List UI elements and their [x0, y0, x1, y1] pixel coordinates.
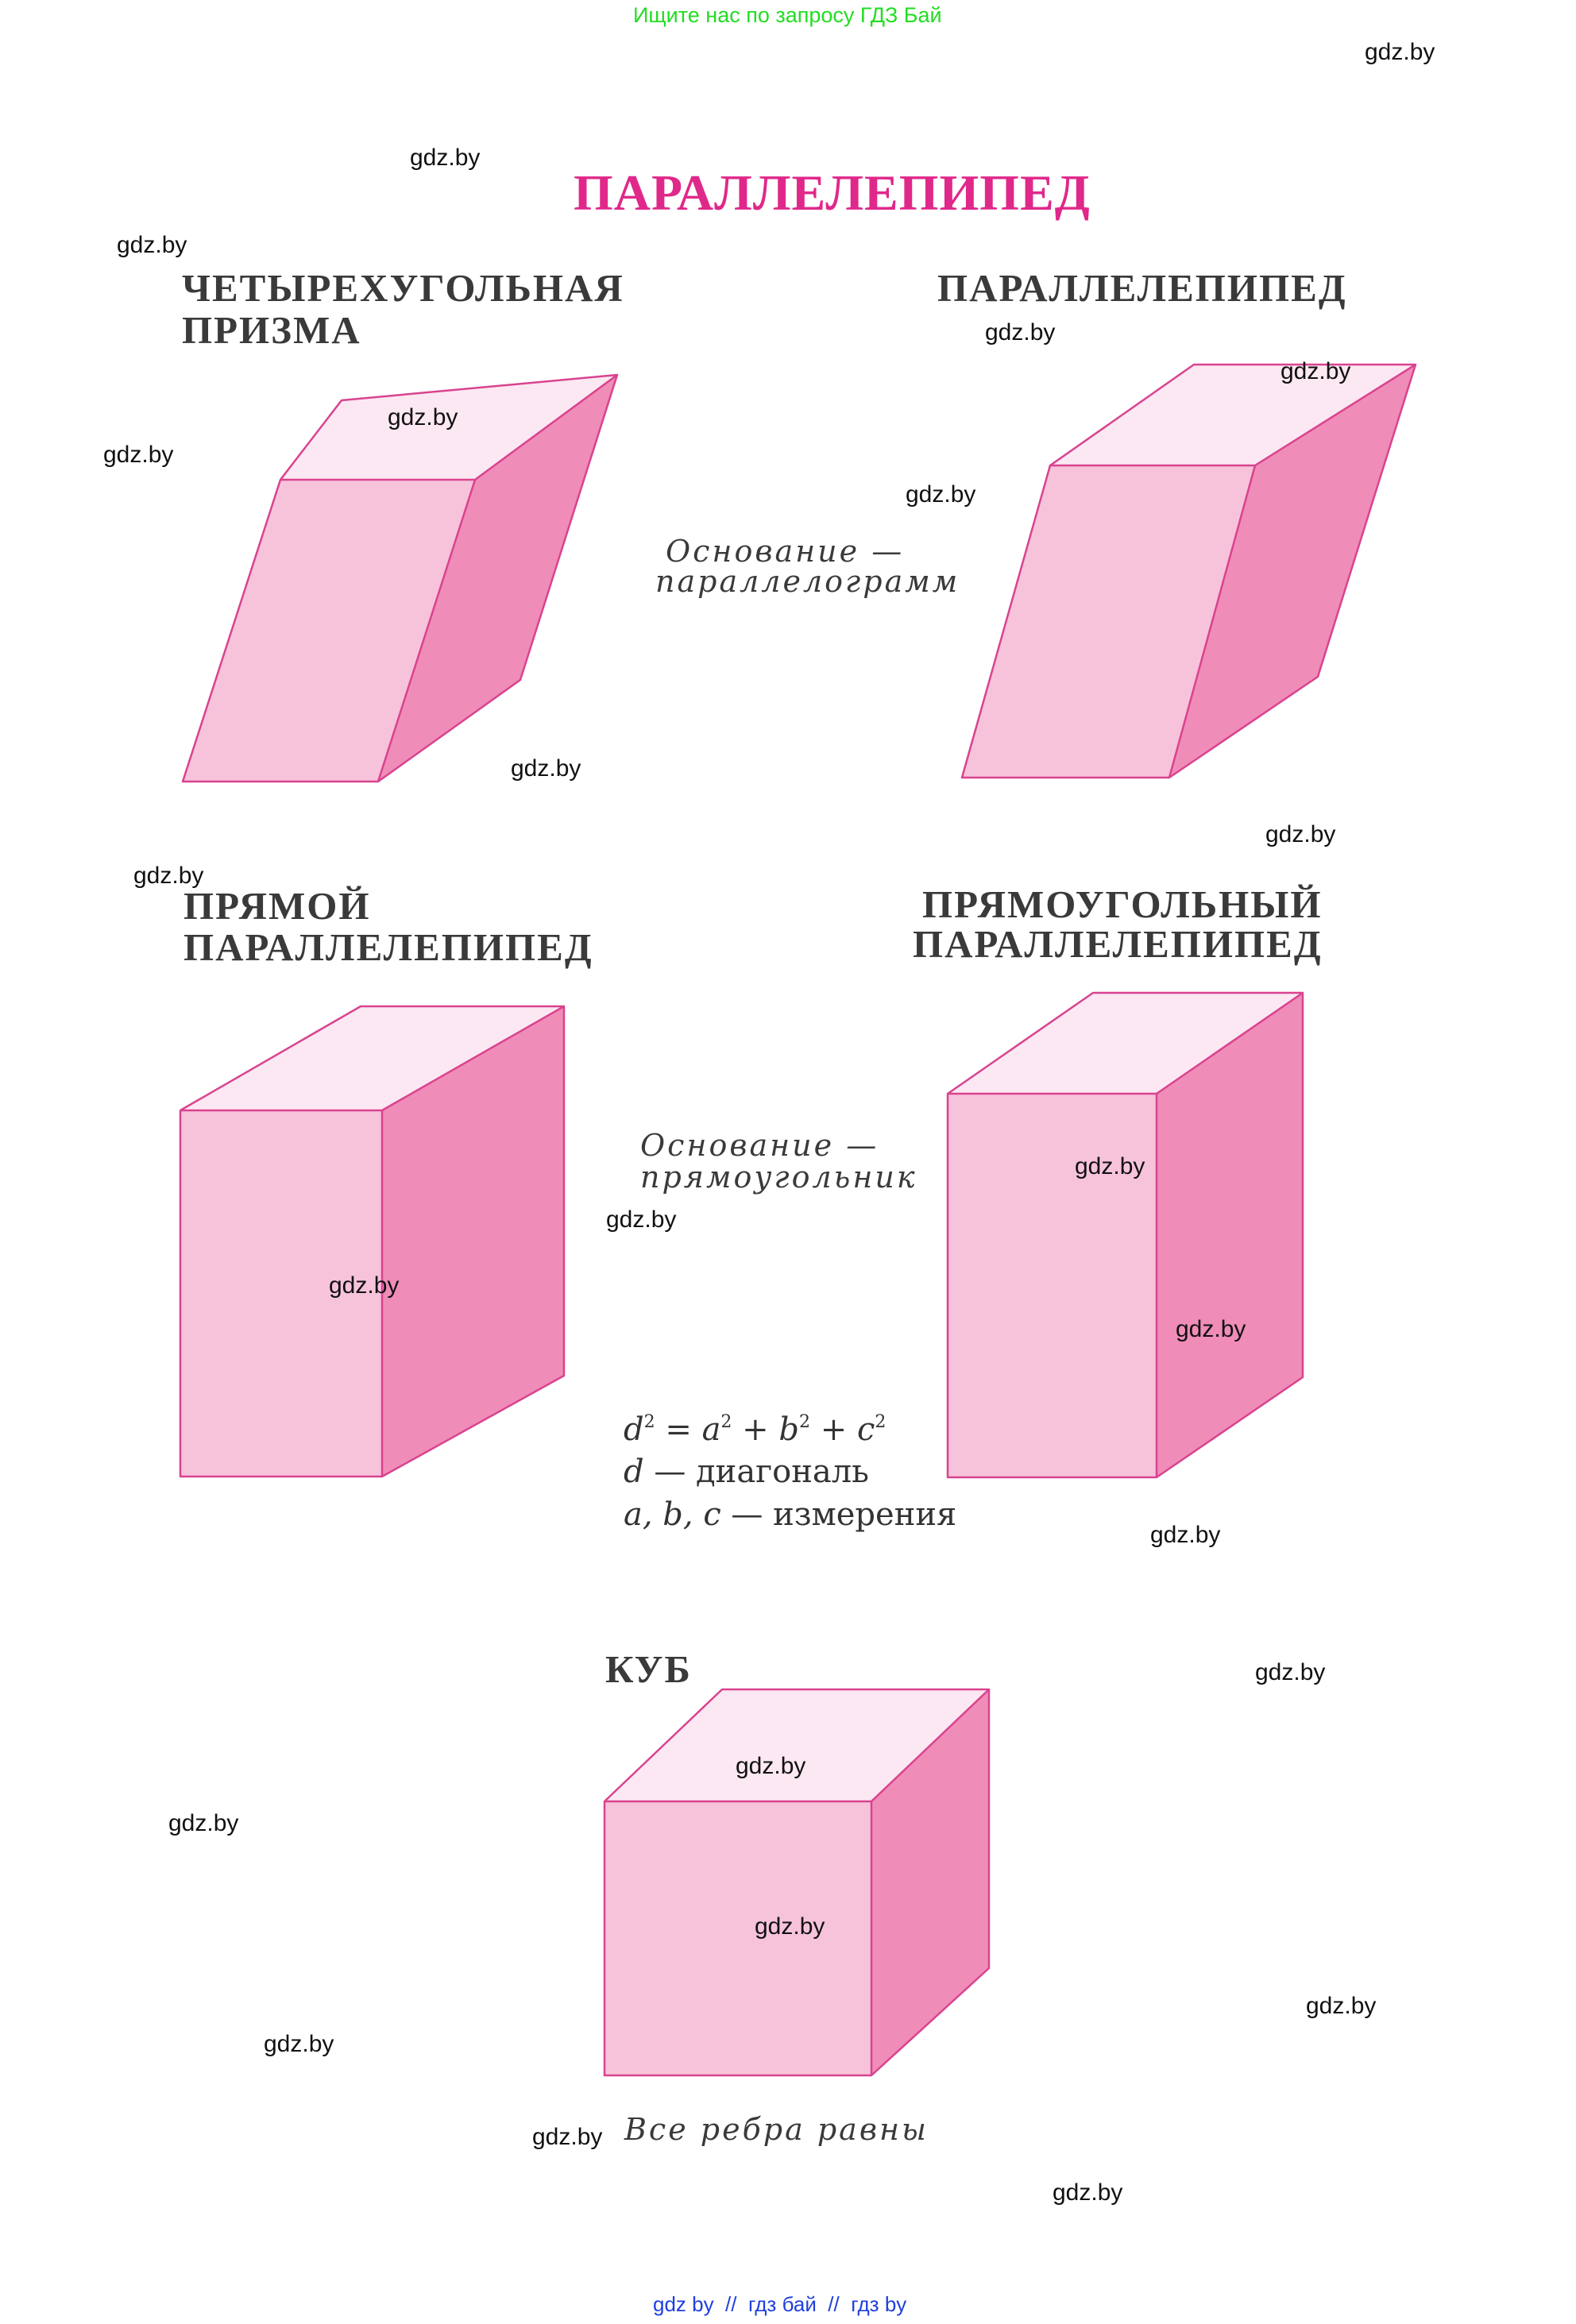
watermark: gdz.by	[410, 145, 480, 171]
right-parallelepiped-heading-line1: ПРЯМОЙ	[183, 884, 370, 928]
watermark: gdz.by	[1265, 821, 1335, 847]
cube-note: Все ребра равны	[624, 2112, 929, 2147]
cube-figure	[603, 1688, 991, 2077]
watermark: gdz.by	[133, 863, 203, 889]
watermark: gdz.by	[1306, 1993, 1376, 2019]
watermark: gdz.by	[264, 2031, 334, 2057]
watermark: gdz.by	[532, 2124, 602, 2150]
watermark: gdz.by	[511, 755, 581, 782]
formula-line1: d2 = a2 + b2 + c2	[624, 1411, 886, 1448]
formula-line2: d — диагональ	[624, 1453, 869, 1490]
watermark: gdz.by	[388, 404, 458, 430]
watermark: gdz.by	[117, 232, 187, 258]
page-title: ПАРАЛЛЕЛЕПИПЕД	[574, 164, 1091, 221]
watermark: gdz.by	[985, 319, 1055, 346]
footer-links[interactable]: gdz by // гдз бай // гдз by	[653, 2292, 906, 2316]
right-parallelepiped-side-face	[382, 1006, 564, 1477]
cube-heading: КУБ	[605, 1647, 692, 1691]
prism-side-face	[378, 375, 617, 782]
rectangular-parallelepiped-heading-line2: ПАРАЛЛЕЛЕПИПЕД	[913, 922, 1323, 966]
right-parallelepiped-front-face	[180, 1110, 382, 1477]
watermark: gdz.by	[329, 1272, 399, 1299]
right-parallelepiped-figure	[179, 1005, 566, 1478]
watermark: gdz.by	[1150, 1522, 1220, 1548]
prism-top-face	[280, 375, 617, 480]
watermarks: gdz.by gdz.by gdz.by gdz.by gdz.by gdz.b…	[103, 39, 1435, 2206]
formula-line3: a, b, c — измерения	[624, 1496, 956, 1533]
watermark: gdz.by	[906, 481, 975, 508]
right-parallelepiped-heading: ПРЯМОЙ ПАРАЛЛЕЛЕПИПЕД	[183, 884, 593, 969]
rectangular-parallelepiped-front-face	[948, 1094, 1157, 1477]
prism-figure	[181, 373, 619, 783]
base-note-1-line1: Основание —	[666, 534, 904, 569]
base-note-2-line2: прямоугольник	[640, 1160, 917, 1195]
watermark: gdz.by	[168, 1810, 238, 1836]
rectangular-parallelepiped-heading-line1: ПРЯМОУГОЛЬНЫЙ	[922, 882, 1322, 926]
watermark: gdz.by	[736, 1753, 805, 1779]
watermark: gdz.by	[755, 1913, 825, 1940]
watermark: gdz.by	[1280, 358, 1350, 384]
watermark: gdz.by	[1255, 1659, 1325, 1685]
watermark: gdz.by	[103, 442, 173, 468]
rectangular-parallelepiped-heading: ПРЯМОУГОЛЬНЫЙ ПАРАЛЛЕЛЕПИПЕД	[913, 882, 1323, 966]
cube-top-face	[605, 1689, 989, 1801]
right-parallelepiped-top-face	[180, 1006, 564, 1110]
rectangular-parallelepiped-figure	[946, 991, 1304, 1479]
prism-heading-line2: ПРИЗМА	[182, 308, 361, 352]
prism-heading: ЧЕТЫРЕХУГОЛЬНАЯ ПРИЗМА	[182, 266, 624, 352]
base-note-2-line1: Основание —	[640, 1128, 879, 1163]
right-parallelepiped-heading-line2: ПАРАЛЛЕЛЕПИПЕД	[183, 925, 593, 969]
rectangular-parallelepiped-side-face	[1157, 993, 1303, 1477]
watermark: gdz.by	[1365, 39, 1435, 65]
parallelepiped-front-face	[962, 465, 1255, 778]
cube-side-face	[871, 1689, 989, 2075]
diagonal-formula: d2 = a2 + b2 + c2 d — диагональ a, b, c …	[624, 1411, 956, 1533]
base-note-rectangle: Основание — прямоугольник	[640, 1128, 917, 1195]
base-note-parallelogram: Основание — параллелограмм	[655, 534, 960, 599]
rectangular-parallelepiped-top-face	[948, 993, 1303, 1094]
watermark: gdz.by	[1075, 1153, 1145, 1179]
parallelepiped-top-face	[1050, 365, 1416, 465]
parallelepiped-side-face	[1169, 365, 1416, 778]
parallelepiped-figure	[960, 363, 1417, 779]
promo-text: Ищите нас по запросу ГДЗ Бай	[633, 3, 942, 27]
parallelepiped-heading: ПАРАЛЛЕЛЕПИПЕД	[937, 266, 1347, 310]
prism-heading-line1: ЧЕТЫРЕХУГОЛЬНАЯ	[182, 266, 624, 310]
watermark: gdz.by	[1053, 2179, 1122, 2206]
watermark: gdz.by	[606, 1206, 676, 1233]
base-note-1-line2: параллелограмм	[655, 564, 960, 599]
cube-front-face	[605, 1801, 871, 2075]
watermark: gdz.by	[1176, 1316, 1246, 1342]
